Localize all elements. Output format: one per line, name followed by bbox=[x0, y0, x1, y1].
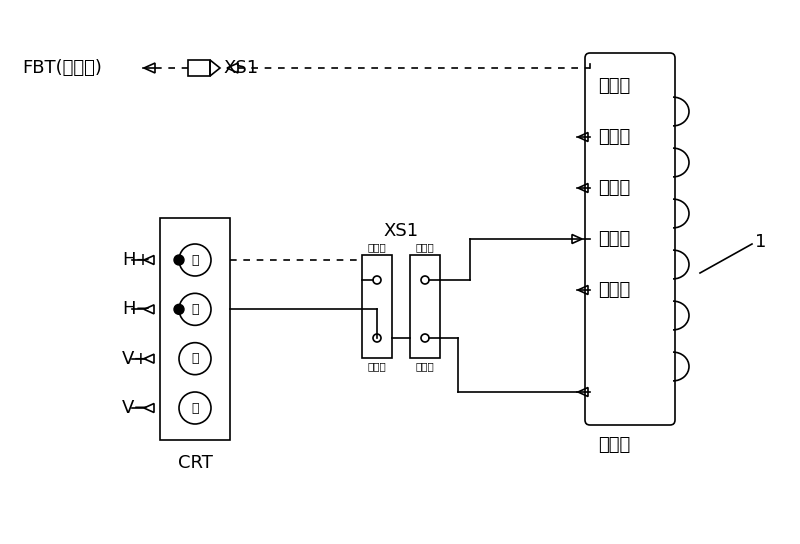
Text: 第一针: 第一针 bbox=[368, 242, 386, 252]
Bar bbox=[160, 218, 230, 440]
Bar bbox=[410, 255, 440, 358]
Text: XS1: XS1 bbox=[223, 59, 258, 77]
Text: 第四针: 第四针 bbox=[416, 361, 434, 371]
Text: 二: 二 bbox=[191, 303, 198, 316]
Text: 1: 1 bbox=[755, 233, 766, 251]
Text: 第五脚: 第五脚 bbox=[598, 179, 630, 197]
Text: 三: 三 bbox=[191, 352, 198, 365]
Text: H+: H+ bbox=[122, 251, 150, 269]
Circle shape bbox=[174, 255, 184, 265]
Text: 第六脚: 第六脚 bbox=[598, 128, 630, 146]
Text: H−: H− bbox=[122, 300, 150, 318]
Text: 第七脚: 第七脚 bbox=[598, 77, 630, 95]
Text: 四: 四 bbox=[191, 401, 198, 415]
Circle shape bbox=[174, 304, 184, 314]
Text: 一: 一 bbox=[191, 254, 198, 267]
Text: CRT: CRT bbox=[178, 454, 213, 472]
Text: 第四脚: 第四脚 bbox=[598, 230, 630, 248]
Text: V+: V+ bbox=[122, 350, 150, 368]
Bar bbox=[362, 255, 392, 358]
Text: 第三针: 第三针 bbox=[416, 242, 434, 252]
Text: 第三脚: 第三脚 bbox=[598, 281, 630, 299]
Text: 第二针: 第二针 bbox=[368, 361, 386, 371]
Bar bbox=[188, 60, 210, 76]
Text: V−: V− bbox=[122, 399, 150, 417]
Text: 第一脚: 第一脚 bbox=[598, 436, 630, 454]
Text: XS1: XS1 bbox=[383, 222, 418, 240]
Text: FBT(第二脚): FBT(第二脚) bbox=[22, 59, 102, 77]
